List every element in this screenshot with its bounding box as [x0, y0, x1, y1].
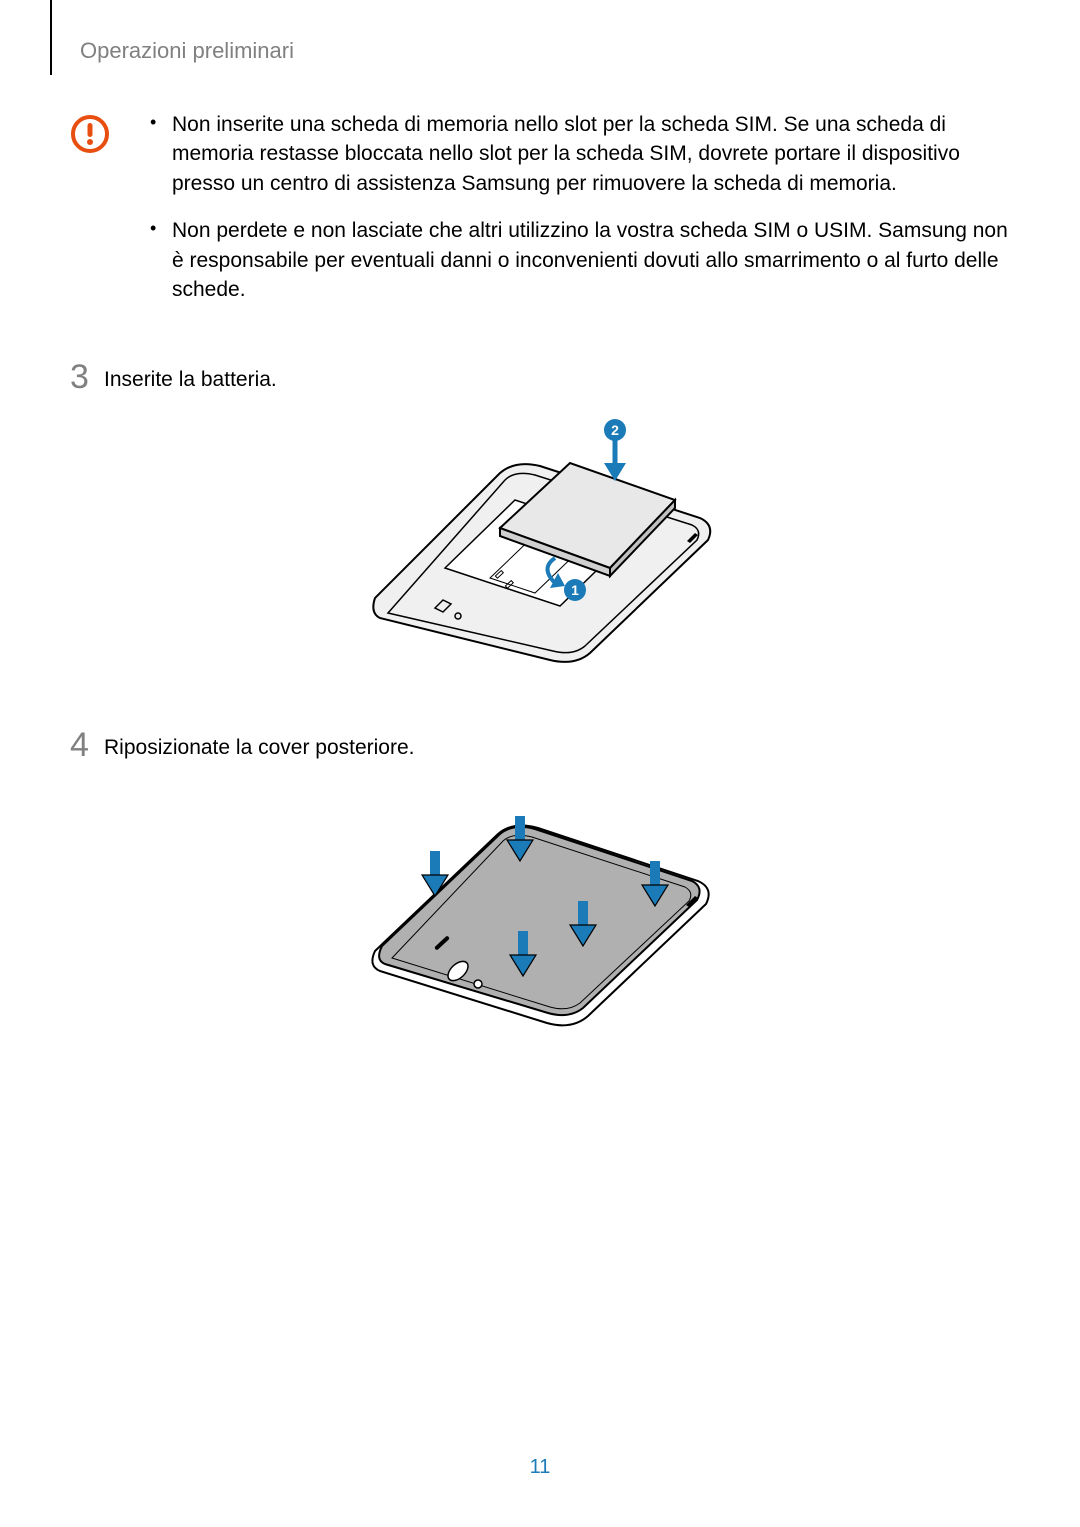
warning-section: • Non inserite una scheda di memoria nel…: [70, 110, 1010, 322]
page-number: 11: [530, 1456, 551, 1479]
step-number: 3: [70, 360, 104, 394]
bullet-text: Non inserite una scheda di memoria nello…: [172, 110, 1010, 198]
step-text: Inserite la batteria.: [104, 360, 277, 392]
page-border-line: [50, 0, 52, 75]
bullet-item: • Non perdete e non lasciate che altri u…: [150, 216, 1010, 304]
step-number: 4: [70, 728, 104, 762]
bullet-text: Non perdete e non lasciate che altri uti…: [172, 216, 1010, 304]
step-text: Riposizionate la cover posteriore.: [104, 728, 415, 760]
battery-illustration: SAMSUNG 1 2: [340, 418, 740, 678]
warning-bullet-list: • Non inserite una scheda di memoria nel…: [150, 110, 1010, 322]
bullet-marker: •: [150, 110, 172, 198]
bullet-item: • Non inserite una scheda di memoria nel…: [150, 110, 1010, 198]
svg-text:2: 2: [611, 422, 619, 438]
bullet-marker: •: [150, 216, 172, 304]
warning-icon: [70, 114, 110, 154]
step-3: 3 Inserite la batteria.: [70, 360, 1010, 394]
cover-illustration: [340, 786, 740, 1046]
page-header-title: Operazioni preliminari: [80, 38, 294, 64]
step-4: 4 Riposizionate la cover posteriore.: [70, 728, 1010, 762]
svg-text:1: 1: [571, 582, 579, 598]
